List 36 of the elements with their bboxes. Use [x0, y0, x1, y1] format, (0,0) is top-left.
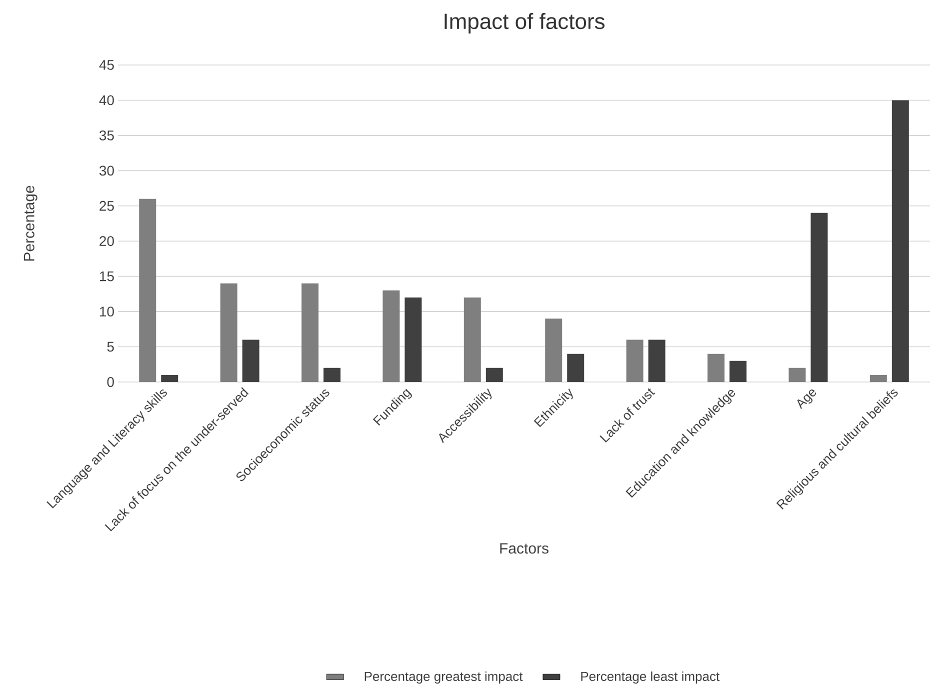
- bar: [382, 290, 400, 382]
- y-axis-title: Percentage: [24, 186, 38, 261]
- y-tick-label: 30: [99, 166, 114, 176]
- x-tick-label: Age: [797, 389, 816, 410]
- y-tick-label: 0: [107, 377, 114, 387]
- bar: [161, 374, 178, 382]
- y-tick-label: 10: [100, 306, 114, 317]
- bar: [242, 340, 260, 382]
- y-tick-label: 15: [100, 271, 114, 282]
- bar: [545, 318, 562, 382]
- bar: [788, 368, 806, 382]
- bar: [404, 297, 422, 382]
- x-axis-title: Factors: [500, 543, 548, 554]
- bar: [730, 360, 747, 382]
- bar: [486, 368, 503, 382]
- y-tick-label: 35: [99, 130, 114, 140]
- bar: [708, 354, 725, 382]
- y-tick-label: 25: [100, 200, 114, 211]
- bar: [648, 340, 666, 382]
- legend-label: Percentage least impact: [581, 671, 720, 684]
- bar: [464, 297, 481, 382]
- y-tick-label: 40: [99, 95, 114, 106]
- bar: [139, 198, 156, 382]
- chart-title: Impact of factors: [444, 13, 605, 34]
- y-tick-label: 20: [100, 236, 114, 246]
- bar: [324, 368, 341, 382]
- y-tick-label: 5: [107, 342, 114, 352]
- bar: [567, 354, 584, 382]
- y-tick-label: 45: [99, 60, 114, 70]
- bar: [626, 340, 644, 382]
- bar: [892, 100, 909, 382]
- bar: [302, 283, 319, 382]
- legend-label: Percentage greatest impact: [364, 671, 523, 684]
- bar: [810, 212, 828, 382]
- bar: [870, 374, 887, 382]
- bar: [220, 283, 238, 382]
